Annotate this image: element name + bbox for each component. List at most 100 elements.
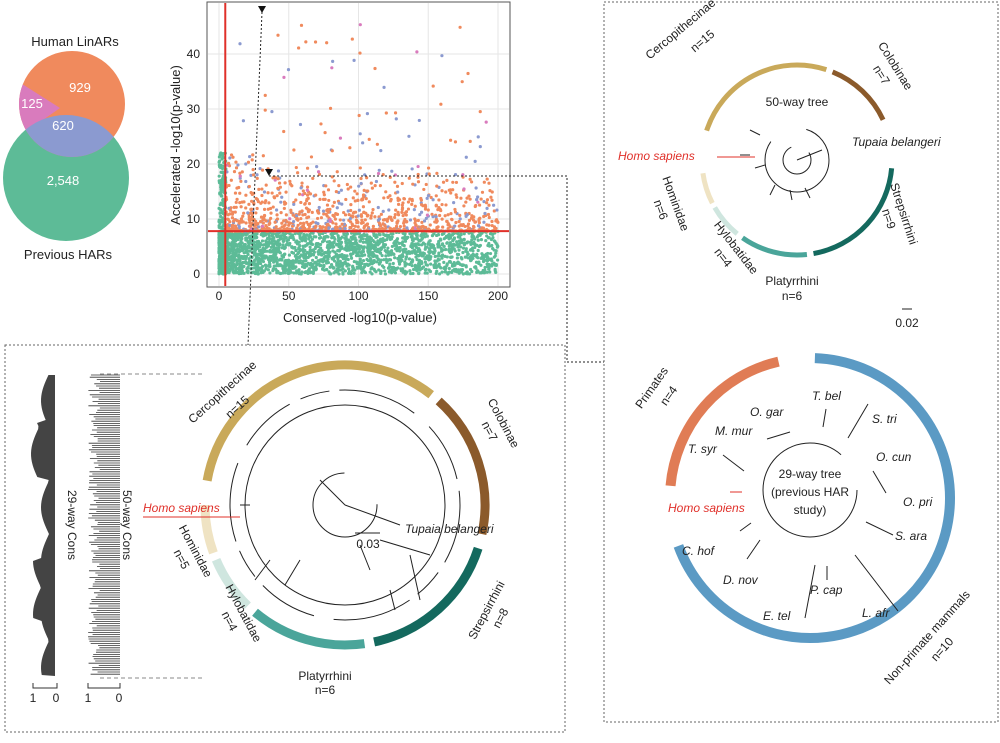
scatter-point (355, 243, 360, 247)
scatter-point (282, 129, 286, 134)
scatter-point (345, 182, 349, 187)
track-axis (32, 683, 121, 689)
scatter-point (288, 182, 293, 186)
scatter-point (253, 262, 257, 266)
scatter-point (402, 221, 406, 225)
scatter-point (444, 247, 448, 252)
scatter-point (408, 232, 412, 236)
scatter-point (427, 240, 431, 244)
scatter-point (297, 269, 301, 273)
scatter-point (371, 224, 375, 229)
scatter-point (477, 221, 481, 225)
scatter-point (351, 264, 355, 268)
scatter-point (367, 254, 371, 258)
scatter-point (437, 262, 441, 266)
scatter-point (238, 201, 242, 205)
scatter-point (383, 272, 388, 276)
scatter-point (358, 51, 362, 55)
scatter-point (448, 259, 452, 264)
scatter-point (239, 205, 243, 209)
scatter-point (343, 260, 347, 264)
scale-label: 0.03 (356, 537, 380, 551)
scatter-point (368, 247, 372, 252)
scatter-point (466, 256, 470, 260)
scatter-point (258, 261, 263, 266)
scatter-point (381, 245, 385, 249)
scatter-point (241, 220, 245, 224)
scatter-point (264, 219, 268, 223)
scatter-point (237, 267, 241, 271)
scatter-point (379, 212, 383, 216)
scatter-point (314, 261, 318, 265)
clade-label: Platyrrhini (298, 669, 351, 683)
scatter-point (410, 167, 414, 171)
x-tick-label: 0 (216, 289, 223, 303)
scatter-point (343, 226, 347, 231)
scatter-point (407, 262, 412, 266)
scatter-point (274, 225, 278, 229)
scatter-point (440, 242, 445, 246)
scatter-point (381, 222, 385, 226)
scatter-point (480, 252, 484, 256)
scatter-point (388, 258, 393, 262)
scatter-point (229, 153, 234, 157)
scatter-point (218, 264, 222, 268)
scatter-point (275, 217, 280, 221)
scatter-point (250, 199, 254, 203)
scatter-point (464, 200, 468, 204)
scatter-point (315, 165, 319, 169)
scatter-point (449, 212, 453, 216)
scatter-point (377, 232, 381, 236)
scatter-point (254, 211, 258, 215)
scatter-point (404, 262, 408, 266)
scatter-point (322, 257, 326, 261)
scatter-point (469, 258, 473, 262)
y-tick-label: 20 (187, 157, 201, 171)
scatter-point (436, 245, 440, 249)
scatter-point (440, 270, 444, 274)
scatter-point (301, 247, 305, 251)
scatter-point (324, 184, 328, 188)
scatter-point (461, 263, 465, 267)
scatter-point (437, 251, 441, 255)
scatter-point (292, 148, 296, 152)
scatter-point (468, 177, 472, 181)
clade-count: n=9 (879, 207, 899, 231)
scatter-point (359, 181, 363, 186)
scatter-point (322, 212, 326, 216)
scatter-point (466, 224, 470, 228)
scatter-point (282, 224, 286, 228)
scatter-point (425, 196, 429, 200)
scatter-point (349, 252, 353, 256)
scatter-point (366, 259, 370, 263)
scatter-point (248, 155, 252, 159)
scatter-point (340, 202, 344, 206)
scatter-point (343, 213, 348, 217)
scatter-point (246, 252, 250, 257)
scatter-point (270, 191, 274, 195)
scatter-point (493, 267, 497, 271)
x-tick-label: 150 (418, 289, 438, 303)
scatter-point (288, 179, 292, 183)
scatter-point (337, 183, 341, 188)
scatter-point (230, 223, 234, 228)
scatter-point (349, 203, 353, 207)
tree-50way: 50-way tree Homo sapiens Tupaia belanger… (618, 0, 941, 330)
scatter-point (286, 268, 290, 272)
scatter-point (258, 266, 262, 270)
scatter-point (357, 262, 362, 266)
marker-arrow-icon (265, 169, 273, 176)
scatter-point (406, 200, 411, 204)
scatter-point (433, 254, 437, 259)
scatter-point (289, 265, 293, 269)
scatter-point (272, 259, 276, 263)
scatter-point (464, 214, 468, 219)
scatter-point (279, 211, 283, 215)
scatter-point (316, 259, 320, 263)
scatter-point (249, 207, 254, 211)
scatter-point (340, 235, 344, 239)
scatter-point (438, 237, 443, 241)
scatter-point (331, 221, 335, 225)
scatter-point (244, 233, 248, 237)
scatter-point (225, 267, 230, 271)
